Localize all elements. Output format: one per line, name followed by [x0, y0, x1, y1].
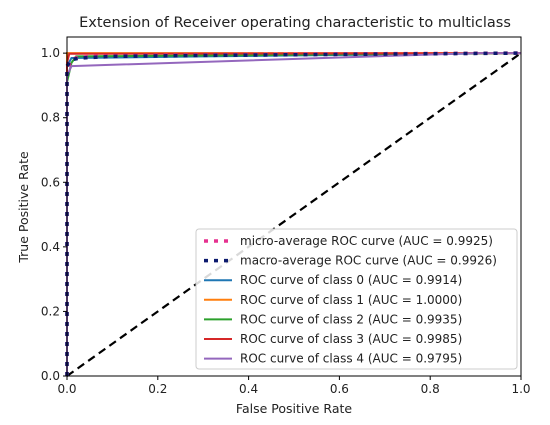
plot-frame — [66, 36, 522, 377]
y-tick-label: 0.0 — [41, 369, 60, 383]
legend-entry-6: ROC curve of class 4 (AUC = 0.9795) — [240, 352, 462, 366]
legend-entry-2: ROC curve of class 0 (AUC = 0.9914) — [240, 273, 462, 287]
y-tick-label: 0.6 — [41, 175, 60, 189]
legend-entry-3: ROC curve of class 1 (AUC = 1.0000) — [240, 293, 462, 307]
chance-diagonal-line — [66, 52, 522, 377]
y-tick-label: 0.4 — [41, 240, 60, 254]
legend-box — [195, 228, 518, 370]
x-tick-label: 0.2 — [148, 382, 167, 396]
y-tick-label: 1.0 — [41, 46, 60, 60]
x-tick-label: 0.4 — [239, 382, 258, 396]
legend: micro-average ROC curve (AUC = 0.9925) ma… — [195, 228, 518, 370]
chart-title: Extension of Receiver operating characte… — [79, 15, 511, 31]
x-tick-label: 0.6 — [330, 382, 349, 396]
x-tick-label: 1.0 — [511, 382, 530, 396]
legend-entry-5: ROC curve of class 3 (AUC = 0.9985) — [240, 332, 462, 346]
x-axis-label: False Positive Rate — [236, 401, 352, 416]
legend-entry-1: macro-average ROC curve (AUC = 0.9926) — [240, 254, 497, 268]
roc-series-line-1 — [65, 51, 522, 376]
y-tick-label: 0.2 — [41, 304, 60, 318]
legend-entry-0: micro-average ROC curve (AUC = 0.9925) — [240, 234, 493, 248]
x-tick-label: 0.8 — [421, 382, 440, 396]
y-tick-label: 0.8 — [41, 111, 60, 125]
y-axis-label: True Positive Rate — [16, 151, 31, 264]
x-tick-label: 0.0 — [57, 382, 76, 396]
axis-ticks: 0.0 0.2 0.4 0.6 0.8 1.0 0.0 0.2 0.4 0.6 0.8 1.0 — [41, 46, 531, 396]
legend-entry-4: ROC curve of class 2 (AUC = 0.9935) — [240, 312, 462, 326]
